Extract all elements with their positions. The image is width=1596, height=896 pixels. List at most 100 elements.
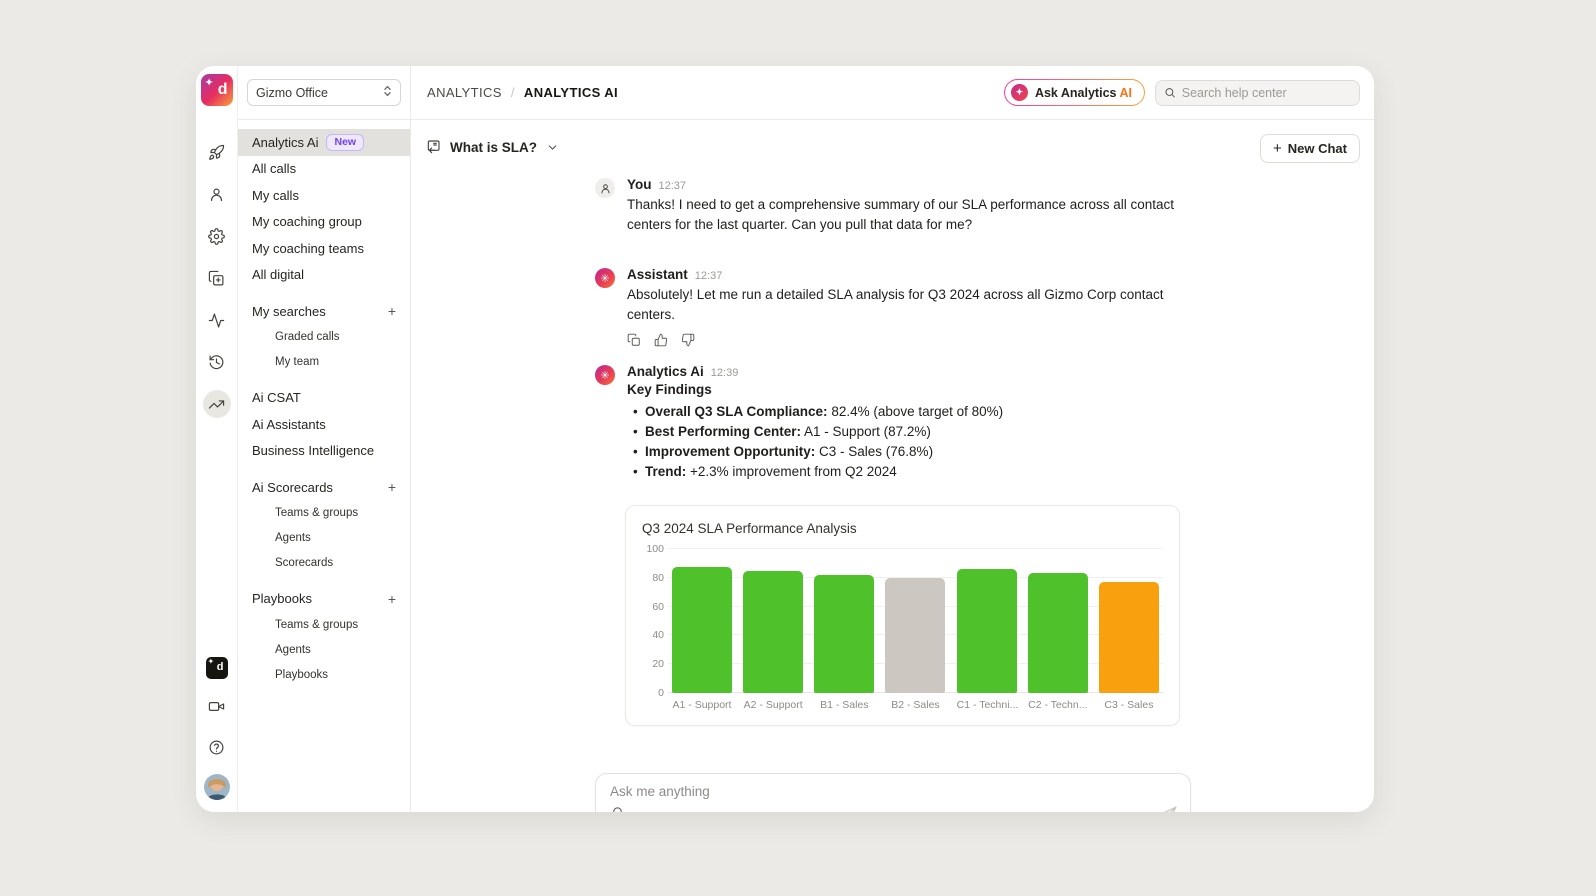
thread-selector[interactable]: What is SLA?	[425, 139, 559, 155]
message-time: 12:37	[694, 270, 723, 282]
plus-icon[interactable]: +	[387, 590, 396, 607]
finding-item: Trend: +2.3% improvement from Q2 2024	[627, 462, 1191, 482]
chart-bar	[1027, 572, 1088, 693]
thumbs-up-icon[interactable]	[654, 333, 668, 347]
sidebar-item-scorecards-agents[interactable]: Agents	[275, 532, 311, 544]
sidebar-item-ai-assistants[interactable]: Ai Assistants	[252, 416, 326, 432]
chat-column: You 12:37 Thanks! I need to get a compre…	[595, 177, 1191, 812]
sidebar-item-playbooks-teams-groups[interactable]: Teams & groups	[275, 618, 359, 631]
x-tick-label: B2 - Sales	[891, 699, 940, 711]
chevron-updown-icon	[383, 85, 392, 100]
sidebar-item-my-team[interactable]: My team	[275, 356, 320, 368]
sidebar-item-all-digital[interactable]: All digital	[252, 267, 305, 283]
sidebar-item-ai-csat[interactable]: Ai CSAT	[252, 390, 301, 406]
assistant-avatar: ✳	[595, 268, 615, 288]
chart-bar	[885, 577, 946, 693]
analytics-ai-avatar: ✳	[595, 365, 615, 385]
chart-title: Q3 2024 SLA Performance Analysis	[642, 521, 857, 536]
chart-bar	[743, 571, 804, 693]
gear-icon[interactable]	[203, 222, 231, 250]
x-tick-label: C1 - Techni...	[956, 699, 1019, 711]
help-icon[interactable]	[203, 733, 231, 761]
gridline	[668, 576, 1163, 578]
key-findings-list: Overall Q3 SLA Compliance: 82.4% (above …	[627, 402, 1191, 482]
clipboard-plus-icon[interactable]	[203, 264, 231, 292]
new-badge: New	[326, 133, 365, 151]
y-tick-label: 80	[652, 571, 664, 584]
x-tick-label: C2 - Techn...	[1028, 699, 1088, 711]
thumbs-down-icon[interactable]	[681, 333, 695, 347]
main-panel: ANALYTICS / ANALYTICS AI ✦ Ask Analytics…	[411, 66, 1374, 812]
sidebar-section-ai-scorecards[interactable]: Ai Scorecards +	[252, 479, 396, 496]
sidebar-item-label: Analytics Ai	[252, 134, 319, 150]
breadcrumb: ANALYTICS / ANALYTICS AI	[427, 85, 618, 100]
chart-x-axis: A1 - Support A2 - Support B1 - Sales B2 - S…	[668, 699, 1163, 711]
chart-bar	[1098, 582, 1159, 693]
message-text: Absolutely! Let me run a detailed SLA an…	[627, 287, 1164, 322]
chart-y-axis: 0 20 40 60 80 100	[642, 543, 668, 699]
breadcrumb-analytics-ai: ANALYTICS AI	[523, 85, 619, 100]
rocket-icon[interactable]	[203, 138, 231, 166]
y-tick-label: 40	[652, 629, 664, 642]
sidebar-item-scorecards-teams-groups[interactable]: Teams & groups	[275, 507, 359, 519]
sidebar-item-playbooks-agents[interactable]: Agents	[275, 643, 311, 656]
thread-title: What is SLA?	[450, 139, 537, 155]
plus-icon[interactable]: +	[387, 303, 396, 320]
message-text: Thanks! I need to get a comprehensive su…	[627, 197, 1175, 232]
finding-item: Best Performing Center: A1 - Support (87…	[627, 422, 1191, 442]
message-time: 12:37	[658, 180, 687, 192]
sparkle-icon: ✦	[207, 657, 215, 666]
sidebar: Gizmo Office Analytics Ai New All calls …	[238, 66, 411, 812]
lightbulb-icon[interactable]	[610, 806, 625, 812]
sidebar-item-my-calls[interactable]: My calls	[252, 187, 299, 203]
main-header: ANALYTICS / ANALYTICS AI ✦ Ask Analytics…	[411, 66, 1374, 120]
sidebar-item-graded-calls[interactable]: Graded calls	[275, 331, 340, 343]
search-icon	[1165, 88, 1175, 98]
brand-logo[interactable]: ✦ d	[200, 74, 233, 106]
sidebar-item-all-calls[interactable]: All calls	[252, 161, 297, 177]
sidebar-section-playbooks[interactable]: Playbooks +	[252, 590, 396, 607]
composer[interactable]	[595, 773, 1191, 812]
x-tick-label: C3 - Sales	[1104, 699, 1154, 711]
x-tick-label: A2 - Support	[743, 699, 803, 711]
chat-thread-icon	[427, 140, 440, 154]
plus-icon[interactable]: +	[387, 479, 396, 496]
sidebar-item-my-coaching-group[interactable]: My coaching group	[252, 214, 362, 230]
history-icon[interactable]	[203, 348, 231, 376]
gridline	[668, 548, 1163, 549]
chart-bar	[956, 569, 1017, 693]
app-logo-dark[interactable]: ✦ d	[205, 657, 228, 679]
video-camera-icon[interactable]	[203, 692, 231, 720]
user-avatar[interactable]	[203, 774, 230, 800]
send-icon[interactable]	[1161, 805, 1178, 812]
breadcrumb-separator: /	[510, 85, 515, 100]
copy-icon[interactable]	[627, 333, 641, 347]
chat-input[interactable]	[610, 784, 1178, 799]
message-actions	[627, 333, 1191, 347]
message-author: Assistant	[627, 267, 688, 282]
y-tick-label: 20	[652, 658, 664, 671]
ask-analytics-ai-button[interactable]: ✦ Ask Analytics AI	[1004, 79, 1145, 106]
sidebar-item-playbooks-playbooks[interactable]: Playbooks	[275, 668, 329, 681]
workspace-selector[interactable]: Gizmo Office	[247, 79, 401, 106]
sidebar-section-my-searches[interactable]: My searches +	[252, 303, 396, 320]
help-search-input[interactable]	[1181, 85, 1351, 100]
sidebar-item-analytics-ai[interactable]: Analytics Ai New	[238, 129, 410, 156]
ai-sparkle-icon: ✦	[1010, 84, 1028, 101]
sparkle-icon: ✦	[204, 77, 214, 89]
workspace-name: Gizmo Office	[256, 85, 329, 100]
breadcrumb-analytics[interactable]: ANALYTICS	[427, 85, 502, 100]
activity-icon[interactable]	[203, 306, 231, 334]
person-icon[interactable]	[203, 180, 231, 208]
sidebar-item-business-intelligence[interactable]: Business Intelligence	[252, 443, 375, 459]
user-message-avatar	[595, 178, 615, 198]
new-chat-button[interactable]: + New Chat	[1260, 134, 1360, 163]
sidebar-item-my-coaching-teams[interactable]: My coaching teams	[252, 240, 364, 256]
x-tick-label: B1 - Sales	[820, 699, 869, 711]
finding-item: Overall Q3 SLA Compliance: 82.4% (above …	[627, 402, 1191, 422]
sidebar-item-scorecards-scorecards[interactable]: Scorecards	[275, 557, 334, 569]
help-search[interactable]	[1155, 79, 1360, 106]
message-author: You	[627, 177, 652, 192]
trending-up-icon[interactable]	[202, 390, 231, 418]
app-window: ✦ d	[196, 66, 1374, 812]
